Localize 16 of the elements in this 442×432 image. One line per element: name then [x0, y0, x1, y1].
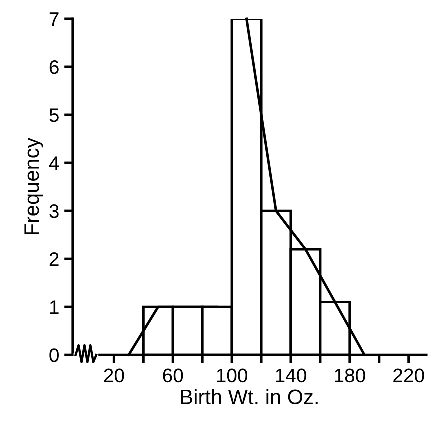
- y-tick-label: 7: [50, 12, 59, 26]
- x-tick-label: 140: [276, 368, 306, 383]
- y-tick-label: 4: [49, 156, 60, 170]
- y-tick-label: 5: [50, 108, 59, 122]
- x-tick-label: 180: [335, 368, 366, 383]
- y-tick-label: 0: [50, 348, 59, 362]
- y-tick-label: 6: [50, 60, 59, 74]
- x-tick-label: 100: [217, 368, 248, 383]
- x-tick-label: 60: [163, 368, 184, 383]
- x-axis-title: Birth Wt. in Oz.: [181, 389, 318, 405]
- y-axis-title: Frequency: [24, 138, 44, 235]
- y-tick-label: 1: [50, 300, 59, 314]
- y-tick-label: 3: [50, 204, 59, 218]
- x-tick-label: 220: [394, 368, 424, 383]
- y-tick-label: 2: [50, 252, 59, 266]
- x-tick-label: 20: [104, 368, 124, 383]
